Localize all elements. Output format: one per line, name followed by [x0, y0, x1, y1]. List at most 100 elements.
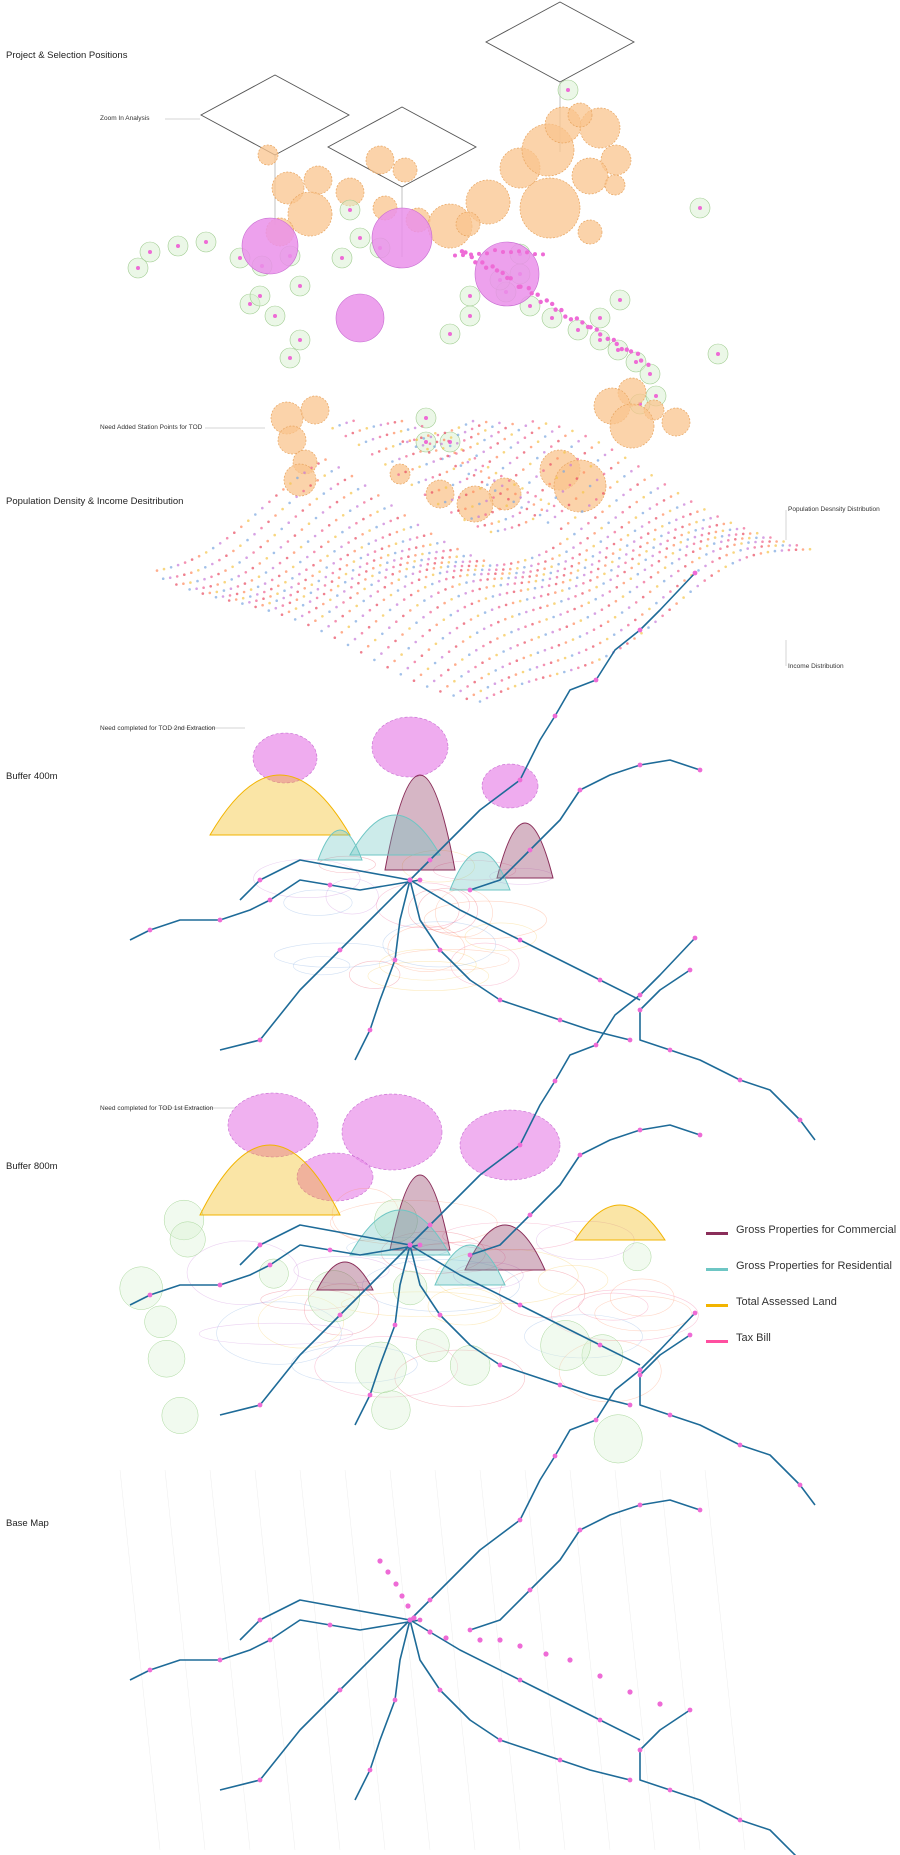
- density-dot: [473, 457, 477, 460]
- station-dot: [463, 250, 468, 255]
- density-dot: [466, 573, 469, 577]
- density-dot: [631, 557, 634, 561]
- density-dot: [710, 574, 713, 577]
- contour-ring: [376, 882, 470, 929]
- density-dot: [371, 437, 375, 441]
- density-dot: [434, 642, 438, 646]
- station-dot: [288, 356, 292, 360]
- station-dot: [648, 372, 652, 376]
- density-dot: [176, 563, 180, 567]
- density-dot: [373, 638, 377, 642]
- density-dot: [537, 426, 541, 430]
- density-dot: [655, 503, 659, 506]
- density-dot: [196, 579, 199, 583]
- density-dot: [382, 598, 386, 602]
- density-dot: [523, 566, 526, 569]
- density-dot: [489, 640, 492, 644]
- density-dot: [608, 504, 611, 508]
- density-dot: [544, 560, 547, 563]
- density-dot: [374, 539, 378, 542]
- density-dot: [195, 587, 198, 590]
- density-dot: [457, 426, 461, 429]
- grid-line: [389, 1469, 431, 1851]
- density-dot: [293, 534, 297, 537]
- contour-ring: [340, 1291, 501, 1317]
- density-dot: [648, 507, 652, 510]
- density-dot: [427, 648, 431, 651]
- density-dot: [529, 462, 532, 466]
- density-dot: [656, 571, 660, 574]
- density-dot: [353, 549, 357, 553]
- density-dot: [510, 433, 513, 436]
- density-dot: [408, 439, 412, 443]
- density-dot: [518, 599, 522, 603]
- density-dot: [419, 673, 423, 677]
- density-dot: [699, 540, 703, 543]
- density-dot: [707, 532, 711, 535]
- station-dot: [568, 317, 574, 322]
- station-dot: [497, 997, 503, 1003]
- density-dot: [317, 579, 321, 583]
- density-dot: [481, 661, 484, 664]
- density-dot: [502, 451, 506, 454]
- station-dot: [490, 264, 495, 269]
- station-dot: [367, 1767, 373, 1773]
- contour-ring: [367, 961, 490, 991]
- station-dot: [529, 291, 534, 296]
- density-dot: [466, 568, 470, 572]
- density-dot: [640, 525, 644, 528]
- density-dot: [446, 454, 450, 458]
- density-dot: [647, 521, 651, 524]
- density-dot: [471, 589, 475, 593]
- density-dot: [506, 687, 510, 690]
- density-dot: [485, 499, 488, 503]
- density-dot: [654, 528, 657, 532]
- density-dot: [280, 527, 284, 531]
- density-dot: [348, 526, 351, 529]
- density-dot: [222, 589, 226, 592]
- station-dot: [367, 1392, 373, 1398]
- density-dot: [541, 676, 545, 679]
- density-dot: [505, 504, 509, 508]
- contour-ring: [292, 956, 351, 976]
- density-dot: [209, 585, 212, 588]
- density-dot: [408, 538, 412, 541]
- density-dot: [546, 593, 550, 596]
- density-dot: [576, 457, 579, 461]
- station-dot: [217, 917, 223, 923]
- density-dot: [175, 575, 179, 578]
- density-dot: [781, 544, 785, 547]
- station-dot: [697, 767, 703, 773]
- density-dot: [377, 450, 381, 453]
- density-dot: [372, 559, 376, 562]
- station-dot: [257, 1402, 263, 1408]
- density-dot: [502, 650, 505, 653]
- density-dot: [445, 570, 449, 574]
- density-dot: [407, 547, 411, 551]
- transit-line: [354, 1244, 411, 1426]
- station-dot: [557, 1382, 563, 1388]
- density-dot: [465, 581, 468, 584]
- density-dot: [503, 633, 506, 637]
- density-dot: [183, 561, 187, 564]
- density-dot: [483, 523, 487, 527]
- density-dot: [432, 460, 436, 463]
- density-dot: [376, 590, 380, 593]
- density-dot: [740, 542, 743, 545]
- density-dot: [667, 531, 670, 534]
- density-dot: [316, 479, 320, 482]
- density-dot: [335, 500, 339, 504]
- density-dot: [486, 483, 489, 487]
- density-dot: [706, 538, 710, 541]
- density-dot: [442, 618, 446, 621]
- density-dot: [204, 566, 207, 569]
- density-dot: [501, 466, 505, 470]
- density-dot: [411, 572, 415, 576]
- buffer-circle: [147, 1340, 186, 1378]
- density-dot: [752, 553, 756, 557]
- density-dot: [533, 586, 537, 590]
- station-dot: [337, 947, 343, 953]
- density-dot: [741, 532, 745, 536]
- density-dot: [575, 477, 579, 480]
- density-dot: [689, 500, 693, 503]
